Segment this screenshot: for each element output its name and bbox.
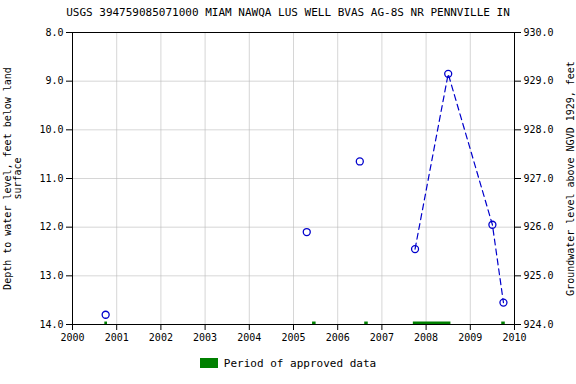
svg-text:14.0: 14.0 bbox=[39, 319, 63, 330]
svg-text:926.0: 926.0 bbox=[524, 221, 554, 232]
svg-text:8.0: 8.0 bbox=[45, 27, 63, 38]
svg-text:2001: 2001 bbox=[105, 332, 129, 343]
svg-text:928.0: 928.0 bbox=[524, 124, 554, 135]
svg-text:2003: 2003 bbox=[193, 332, 217, 343]
svg-text:2002: 2002 bbox=[149, 332, 173, 343]
svg-text:2000: 2000 bbox=[60, 332, 84, 343]
svg-text:12.0: 12.0 bbox=[39, 221, 63, 232]
svg-text:2004: 2004 bbox=[237, 332, 261, 343]
svg-text:2006: 2006 bbox=[326, 332, 350, 343]
svg-text:924.0: 924.0 bbox=[524, 319, 554, 330]
svg-text:9.0: 9.0 bbox=[45, 75, 63, 86]
html-text:USGS 394759085071000 MIAM NAWQ: USGS 394759085071000 MIAM NAWQA LUS WELL… bbox=[66, 6, 510, 19]
svg-text:929.0: 929.0 bbox=[524, 75, 554, 86]
svg-text:925.0: 925.0 bbox=[524, 270, 554, 281]
svg-text:Groundwater level above NGVD 1: Groundwater level above NGVD 1929, feet bbox=[565, 61, 576, 296]
svg-text:2010: 2010 bbox=[502, 332, 526, 343]
svg-text:2009: 2009 bbox=[458, 332, 482, 343]
svg-text:2008: 2008 bbox=[414, 332, 438, 343]
svg-text:2007: 2007 bbox=[370, 332, 394, 343]
svg-text:10.0: 10.0 bbox=[39, 124, 63, 135]
svg-text:927.0: 927.0 bbox=[524, 173, 554, 184]
svg-text:2005: 2005 bbox=[281, 332, 305, 343]
svg-text:11.0: 11.0 bbox=[39, 173, 63, 184]
svg-text:13.0: 13.0 bbox=[39, 270, 63, 281]
svg-text:930.0: 930.0 bbox=[524, 27, 554, 38]
svg-text:Depth to water level, feet bel: Depth to water level, feet below landsur… bbox=[2, 67, 23, 290]
html-text:Period of approved data: Period of approved data bbox=[223, 356, 377, 370]
